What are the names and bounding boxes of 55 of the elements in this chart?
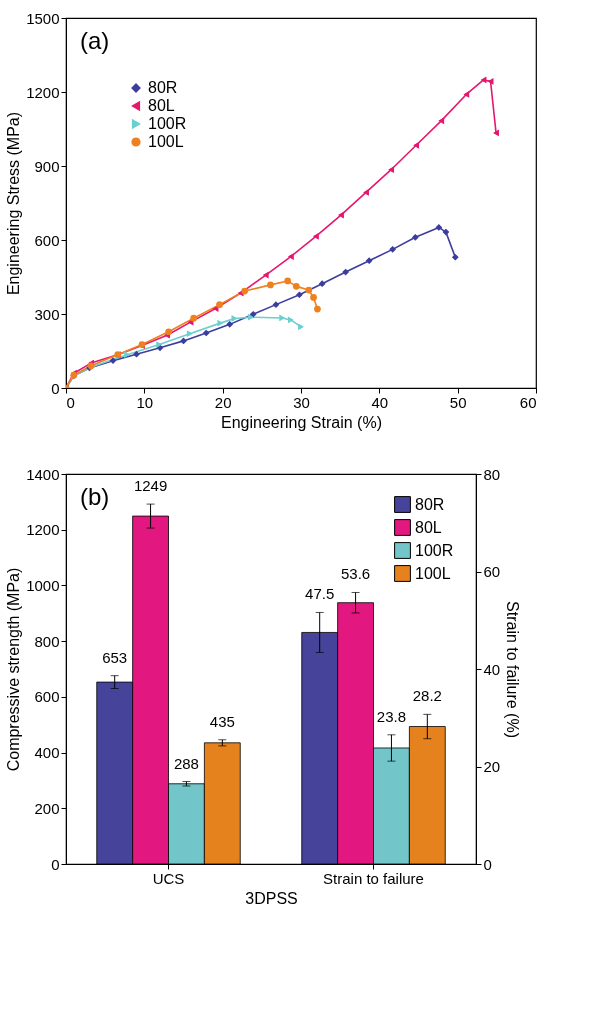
y2-tick-label: 60 bbox=[483, 563, 501, 580]
y-tick-label: 800 bbox=[34, 632, 60, 650]
legend-label: 100R bbox=[415, 541, 454, 559]
y-tick-label: 600 bbox=[34, 231, 60, 249]
y-tick-label: 200 bbox=[34, 799, 60, 817]
x-tick-label: Strain to failure bbox=[323, 869, 424, 887]
y-tick-label: 1000 bbox=[26, 576, 60, 594]
x-tick-label: 0 bbox=[66, 393, 75, 411]
x-tick-label: 60 bbox=[519, 393, 537, 411]
x-axis-title: 3DPSS bbox=[245, 889, 298, 907]
x-tick-label: 10 bbox=[136, 393, 154, 411]
data-label: 435 bbox=[209, 712, 235, 730]
data-label: 28.2 bbox=[412, 687, 442, 705]
y-axis-title: Engineering Stress (MPa) bbox=[5, 111, 23, 296]
y2-tick-label: 20 bbox=[483, 758, 501, 775]
y-tick-label: 900 bbox=[34, 157, 60, 175]
data-label: 653 bbox=[102, 648, 128, 666]
point bbox=[216, 301, 223, 308]
data-label: 288 bbox=[173, 754, 199, 772]
legend-label: 80L bbox=[148, 97, 175, 114]
y-tick-label: 0 bbox=[51, 379, 60, 397]
legend-label: 100R bbox=[148, 115, 187, 132]
annotation: (a) bbox=[80, 27, 110, 54]
legend-label: 80L bbox=[415, 518, 442, 536]
y-tick-label: 600 bbox=[34, 688, 60, 706]
x-tick-label: 30 bbox=[293, 393, 310, 411]
point bbox=[363, 189, 369, 196]
y-axis-title: Compressive strength (MPa) bbox=[5, 567, 23, 772]
y-tick-label: 1200 bbox=[26, 521, 60, 539]
data-label: 53.6 bbox=[340, 565, 371, 583]
y2-tick-label: 0 bbox=[483, 855, 492, 873]
legend-label: 80R bbox=[415, 495, 445, 513]
y-tick-label: 1400 bbox=[26, 465, 60, 483]
x-tick-label: 40 bbox=[371, 393, 389, 411]
y-tick-label: 400 bbox=[34, 744, 60, 762]
data-label: 47.5 bbox=[305, 585, 335, 603]
y-tick-label: 300 bbox=[34, 305, 60, 323]
x-tick-label: 20 bbox=[214, 393, 232, 411]
y2-axis-title: Strain to failure (%) bbox=[504, 601, 522, 738]
x-tick-label: UCS bbox=[152, 869, 185, 887]
legend-label: 80R bbox=[148, 79, 178, 96]
y2-tick-label: 40 bbox=[483, 660, 501, 678]
y2-tick-label: 80 bbox=[483, 465, 501, 483]
annotation: (b) bbox=[80, 483, 110, 510]
legend-label: 100L bbox=[148, 133, 184, 150]
legend-label: 100L bbox=[415, 564, 451, 582]
point bbox=[389, 246, 396, 253]
point bbox=[310, 294, 317, 301]
x-axis-title: Engineering Strain (%) bbox=[221, 413, 382, 431]
y-tick-label: 0 bbox=[51, 855, 60, 873]
data-label: 23.8 bbox=[376, 707, 407, 725]
y-tick-label: 1200 bbox=[26, 83, 60, 101]
x-tick-label: 50 bbox=[449, 393, 467, 411]
data-label: 1249 bbox=[133, 477, 168, 495]
y-tick-label: 1500 bbox=[26, 9, 60, 27]
